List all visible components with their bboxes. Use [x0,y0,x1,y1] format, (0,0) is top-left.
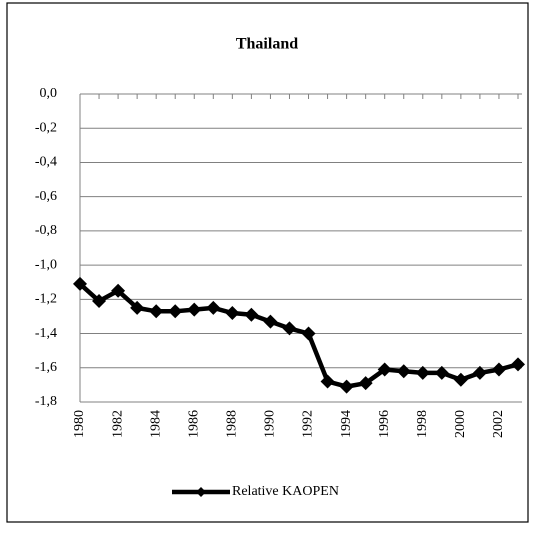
legend-marker [196,487,206,497]
data-point [453,372,468,387]
data-point [187,302,202,317]
data-point [301,326,316,341]
y-tick-label: -1,0 [35,257,57,272]
data-point [415,365,430,380]
x-tick-label: 2000 [453,410,468,438]
data-point [434,365,449,380]
data-point [225,306,240,321]
x-tick-label: 2002 [491,410,506,438]
chart-title: Thailand [236,36,298,53]
y-tick-label: -0,4 [35,155,57,170]
data-point [282,321,297,336]
data-point [92,294,107,309]
legend-label: Relative KAOPEN [232,484,339,499]
y-tick-label: -1,8 [35,394,57,409]
data-point [206,300,221,315]
x-tick-label: 1980 [72,410,87,438]
y-tick-label: -0,6 [35,189,57,204]
data-point [73,276,87,291]
x-tick-label: 1988 [225,410,240,438]
chart-border [6,2,529,523]
y-tick-label: -1,2 [35,292,57,307]
data-point [149,304,164,319]
x-tick-label: 1986 [186,410,201,438]
x-tick-label: 1990 [263,410,278,438]
data-point [472,365,487,380]
data-point [111,283,126,298]
data-point [168,304,183,319]
x-tick-label: 1996 [377,410,392,438]
y-tick-label: -1,6 [35,360,57,375]
data-point [511,357,525,372]
x-tick-label: 1982 [110,410,125,438]
y-tick-label: -0,8 [35,223,57,238]
data-point [263,314,278,329]
data-point [396,364,411,379]
y-tick-label: -0,2 [35,120,57,135]
x-tick-label: 1998 [415,410,430,438]
x-tick-label: 1994 [339,410,354,438]
data-point [339,379,354,394]
x-tick-label: 1984 [148,410,163,438]
data-point [358,376,373,391]
y-tick-label: 0,0 [40,86,58,101]
data-point [320,374,335,389]
data-point [244,307,259,322]
y-tick-label: -1,4 [35,326,57,341]
x-tick-label: 1992 [301,410,316,438]
data-point [377,362,392,377]
data-point [130,300,145,315]
data-point [491,362,506,377]
